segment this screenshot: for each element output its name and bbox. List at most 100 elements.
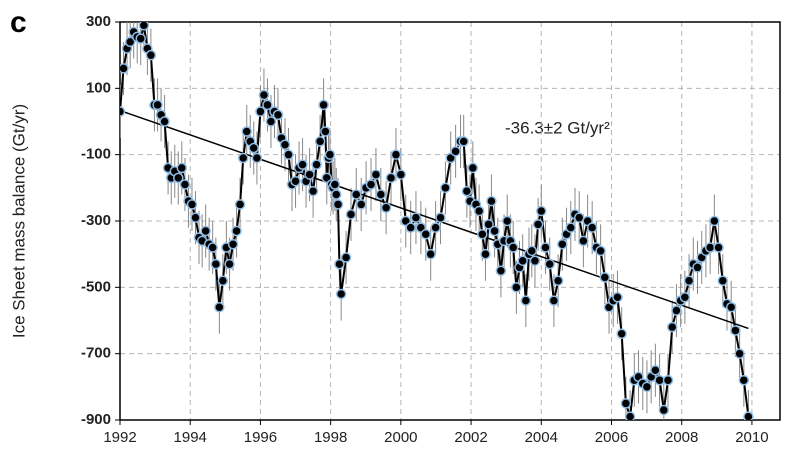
- data-point: [662, 374, 674, 386]
- data-point: [548, 295, 560, 306]
- data-point: [255, 106, 266, 117]
- data-point: [258, 89, 270, 101]
- data-point: [544, 258, 555, 270]
- x-tick-label: 1994: [174, 429, 207, 446]
- data-point: [532, 219, 544, 230]
- data-point: [390, 149, 402, 160]
- x-tick-label: 2004: [525, 429, 558, 446]
- plot-frame: [119, 21, 781, 421]
- data-point: [179, 179, 191, 190]
- data-point: [709, 215, 720, 227]
- data-point: [135, 33, 146, 44]
- data-point: [692, 262, 703, 273]
- data-point: [329, 179, 341, 190]
- data-point: [425, 248, 436, 260]
- data-point: [410, 212, 422, 223]
- data-point: [507, 242, 519, 253]
- data-point: [578, 235, 589, 247]
- data-point: [311, 159, 322, 170]
- data-point: [385, 172, 397, 184]
- data-point: [120, 106, 126, 117]
- data-point: [234, 199, 246, 210]
- data-point: [124, 36, 136, 48]
- data-point: [159, 116, 170, 127]
- data-point: [495, 265, 507, 276]
- data-point: [743, 411, 754, 420]
- data-point: [318, 99, 329, 111]
- data-point: [725, 301, 737, 313]
- y-tick-label: -900: [81, 411, 111, 428]
- x-tick-label: 1992: [103, 429, 136, 446]
- data-point: [599, 272, 611, 283]
- data-point: [120, 63, 129, 74]
- data-point: [241, 126, 252, 137]
- data-point: [186, 199, 198, 210]
- data-point: [595, 245, 606, 257]
- data-point: [430, 222, 441, 233]
- data-point: [489, 225, 500, 237]
- data-point: [395, 169, 407, 180]
- data-point: [650, 365, 661, 376]
- data-point: [473, 205, 485, 217]
- data-point: [210, 258, 222, 270]
- data-point: [704, 242, 716, 253]
- data-point: [557, 238, 568, 250]
- data-point: [190, 212, 201, 223]
- y-axis-label: Ice Sheet mass balance (Gt/yr): [9, 104, 28, 338]
- x-tick-label: 2002: [454, 429, 487, 446]
- y-tick-label: -300: [81, 212, 111, 229]
- data-point: [365, 179, 377, 190]
- data-point: [138, 22, 150, 31]
- x-tick-label: 1996: [244, 429, 277, 446]
- data-point: [320, 126, 331, 137]
- data-point: [355, 199, 367, 210]
- data-point: [224, 258, 235, 270]
- data-point: [552, 275, 564, 286]
- data-point: [486, 195, 497, 207]
- data-point: [654, 374, 665, 386]
- data-point: [314, 136, 326, 147]
- data-point: [679, 292, 691, 303]
- data-point: [405, 222, 416, 233]
- data-point: [152, 99, 163, 111]
- data-point: [586, 222, 598, 233]
- data-point: [440, 182, 451, 194]
- data-point: [467, 162, 479, 174]
- data-point: [730, 325, 741, 336]
- data-point: [248, 142, 260, 154]
- data-point: [283, 149, 294, 160]
- data-point: [540, 242, 551, 253]
- data-point: [501, 215, 513, 227]
- data-point: [279, 139, 291, 150]
- x-tick-label: 1998: [314, 429, 347, 446]
- data-point: [526, 245, 538, 257]
- y-tick-label: 300: [86, 13, 111, 30]
- data-point: [173, 172, 184, 184]
- plot-area: [120, 22, 754, 420]
- y-tick-label: -500: [81, 278, 111, 295]
- data-point: [536, 205, 547, 217]
- data-point: [307, 185, 319, 197]
- data-point: [450, 146, 461, 157]
- data-point: [297, 159, 308, 170]
- data-point: [334, 258, 345, 270]
- x-tick-label: 2008: [665, 429, 698, 446]
- data-point: [738, 374, 750, 386]
- data-point: [713, 242, 724, 253]
- data-point: [565, 222, 577, 233]
- data-point: [375, 189, 387, 200]
- data-point: [573, 212, 585, 223]
- data-point: [262, 99, 273, 111]
- data-point: [145, 49, 157, 61]
- data-point: [477, 229, 488, 240]
- data-point: [511, 282, 522, 293]
- data-point: [304, 169, 315, 180]
- data-point: [380, 202, 392, 213]
- data-point: [734, 348, 745, 359]
- data-point: [200, 225, 211, 237]
- data-point: [351, 189, 362, 200]
- annotation: -36.3±2 Gt/yr²: [505, 118, 610, 137]
- y-tick-label: 100: [86, 79, 111, 96]
- data-point: [331, 189, 342, 200]
- y-tick-label: -700: [81, 345, 111, 362]
